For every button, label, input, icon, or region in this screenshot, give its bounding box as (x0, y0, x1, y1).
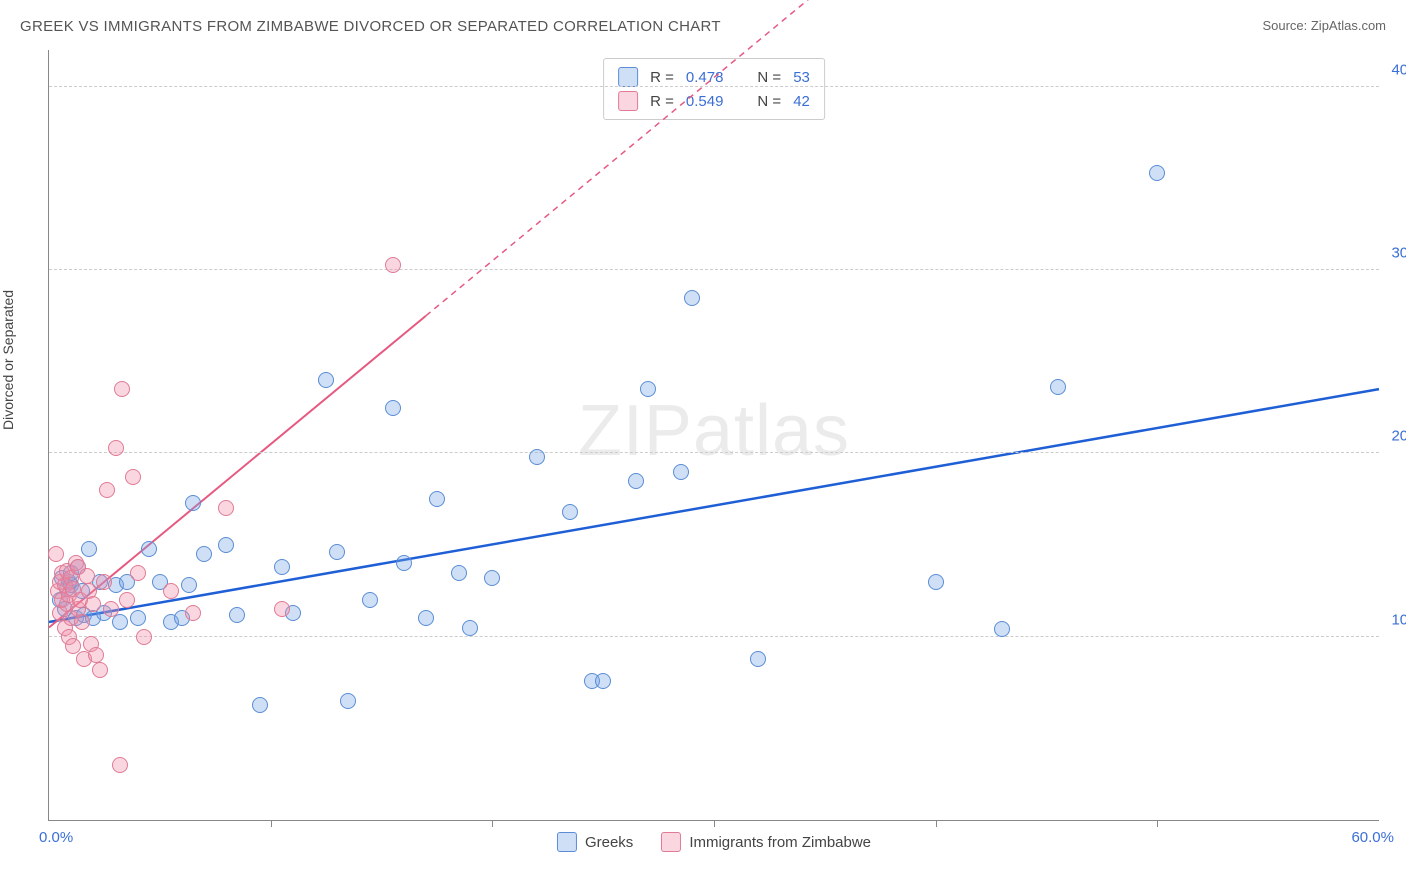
data-point (429, 491, 445, 507)
data-point (130, 565, 146, 581)
data-point (74, 614, 90, 630)
data-point (103, 601, 119, 617)
data-point (274, 559, 290, 575)
data-point (484, 570, 500, 586)
data-point (229, 607, 245, 623)
r-value: 0.549 (686, 93, 724, 110)
n-value: 53 (793, 69, 810, 86)
data-point (48, 546, 64, 562)
x-tick (492, 820, 493, 827)
chart-title: GREEK VS IMMIGRANTS FROM ZIMBABWE DIVORC… (20, 18, 721, 35)
legend-swatch (618, 67, 638, 87)
x-tick (714, 820, 715, 827)
gridline (49, 269, 1379, 270)
data-point (628, 473, 644, 489)
data-point (462, 620, 478, 636)
data-point (185, 495, 201, 511)
x-tick (936, 820, 937, 827)
scatter-plot: ZIPatlas R =0.478N =53R =0.549N =42 0.0%… (48, 50, 1379, 821)
data-point (181, 577, 197, 593)
data-point (119, 592, 135, 608)
data-point (640, 381, 656, 397)
data-point (79, 568, 95, 584)
data-point (928, 574, 944, 590)
x-tick (271, 820, 272, 827)
x-axis-max-label: 60.0% (1351, 829, 1394, 846)
data-point (329, 544, 345, 560)
data-point (1149, 165, 1165, 181)
data-point (196, 546, 212, 562)
data-point (418, 610, 434, 626)
data-point (136, 629, 152, 645)
gridline (49, 636, 1379, 637)
legend-label: Greeks (585, 834, 633, 851)
data-point (81, 541, 97, 557)
data-point (130, 610, 146, 626)
y-tick-label: 30.0% (1391, 245, 1406, 262)
data-point (274, 601, 290, 617)
legend-swatch (618, 91, 638, 111)
y-tick-label: 40.0% (1391, 61, 1406, 78)
data-point (141, 541, 157, 557)
correlation-legend: R = 0.478 N = 53 R = 0.549 N = 42 (603, 58, 825, 120)
n-value: 42 (793, 93, 810, 110)
x-axis-origin-label: 0.0% (39, 829, 73, 846)
data-point (99, 482, 115, 498)
legend-swatch (557, 832, 577, 852)
r-value: 0.478 (686, 69, 724, 86)
data-point (684, 290, 700, 306)
data-point (125, 469, 141, 485)
data-point (108, 440, 124, 456)
data-point (114, 381, 130, 397)
y-axis-label: Divorced or Separated (0, 290, 16, 430)
gridline (49, 86, 1379, 87)
data-point (529, 449, 545, 465)
series-legend: Greeks Immigrants from Zimbabwe (557, 832, 871, 852)
data-point (1050, 379, 1066, 395)
r-label: R = (650, 69, 674, 86)
data-point (750, 651, 766, 667)
legend-row: R = 0.549 N = 42 (618, 89, 810, 113)
source-attribution: Source: ZipAtlas.com (1262, 18, 1386, 33)
data-point (673, 464, 689, 480)
data-point (595, 673, 611, 689)
legend-label: Immigrants from Zimbabwe (689, 834, 871, 851)
data-point (112, 757, 128, 773)
data-point (96, 574, 112, 590)
data-point (218, 500, 234, 516)
data-point (163, 583, 179, 599)
data-point (252, 697, 268, 713)
y-tick-label: 10.0% (1391, 611, 1406, 628)
legend-swatch (661, 832, 681, 852)
x-tick (1157, 820, 1158, 827)
data-point (218, 537, 234, 553)
watermark: ZIPatlas (578, 390, 850, 472)
data-point (362, 592, 378, 608)
data-point (92, 662, 108, 678)
regression-lines (49, 50, 1379, 820)
data-point (385, 257, 401, 273)
y-tick-label: 20.0% (1391, 428, 1406, 445)
legend-item: Greeks (557, 832, 633, 852)
data-point (88, 647, 104, 663)
data-point (185, 605, 201, 621)
data-point (562, 504, 578, 520)
data-point (451, 565, 467, 581)
data-point (318, 372, 334, 388)
n-label: N = (757, 93, 781, 110)
legend-item: Immigrants from Zimbabwe (661, 832, 871, 852)
data-point (385, 400, 401, 416)
data-point (396, 555, 412, 571)
data-point (994, 621, 1010, 637)
data-point (85, 596, 101, 612)
gridline (49, 452, 1379, 453)
r-label: R = (650, 93, 674, 110)
data-point (340, 693, 356, 709)
n-label: N = (757, 69, 781, 86)
